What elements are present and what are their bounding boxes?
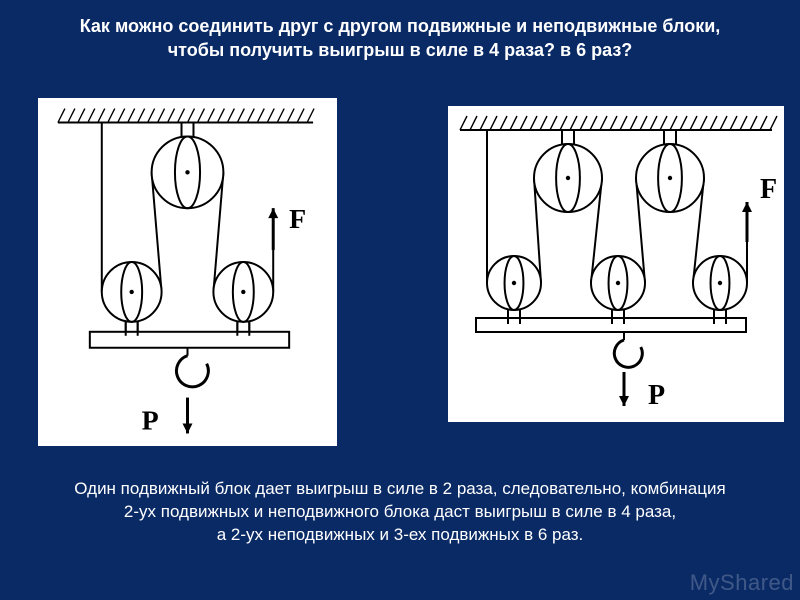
slide-caption: Один подвижный блок дает выигрыш в силе … bbox=[0, 478, 800, 547]
pulley-svg-left: FP bbox=[38, 98, 337, 446]
caption-line-1: Один подвижный блок дает выигрыш в силе … bbox=[74, 479, 725, 498]
svg-text:P: P bbox=[142, 405, 159, 436]
watermark: MyShared bbox=[690, 570, 794, 596]
pulley-svg-right: FP bbox=[448, 106, 784, 422]
title-line-2: чтобы получить выигрыш в силе в 4 раза? … bbox=[168, 40, 633, 60]
svg-text:F: F bbox=[289, 204, 306, 235]
diagram-right: FP bbox=[448, 106, 784, 422]
svg-text:P: P bbox=[648, 380, 665, 411]
caption-line-3: а 2-ух неподвижных и 3-ех подвижных в 6 … bbox=[217, 525, 584, 544]
svg-text:F: F bbox=[760, 174, 777, 205]
slide: Как можно соединить друг с другом подвиж… bbox=[0, 0, 800, 600]
caption-line-2: 2-ух подвижных и неподвижного блока даст… bbox=[124, 502, 676, 521]
diagram-left: FP bbox=[38, 98, 337, 446]
slide-title: Как можно соединить друг с другом подвиж… bbox=[0, 14, 800, 63]
title-line-1: Как можно соединить друг с другом подвиж… bbox=[80, 16, 721, 36]
